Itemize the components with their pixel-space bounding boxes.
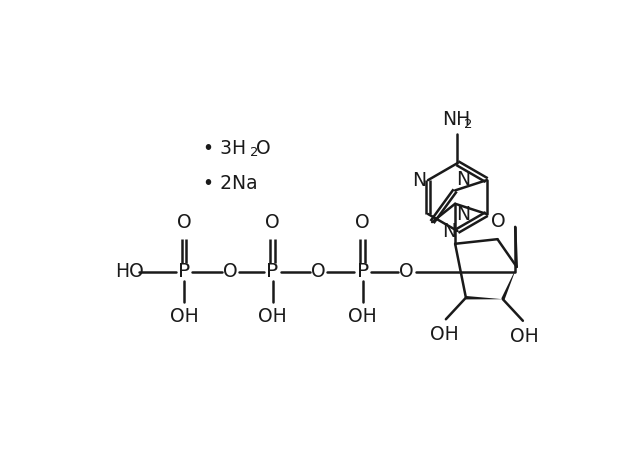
Text: N: N — [442, 222, 456, 241]
Text: O: O — [265, 213, 280, 232]
Polygon shape — [466, 296, 503, 300]
Text: O: O — [399, 262, 414, 281]
Text: O: O — [257, 139, 271, 158]
Text: O: O — [491, 212, 506, 232]
Text: HO: HO — [115, 262, 144, 281]
Text: N: N — [456, 205, 470, 224]
Text: OH: OH — [510, 327, 539, 346]
Text: OH: OH — [430, 325, 459, 344]
Text: P: P — [266, 262, 278, 281]
Text: P: P — [356, 262, 369, 281]
Text: OH: OH — [348, 307, 377, 326]
Text: OH: OH — [258, 307, 287, 326]
Text: O: O — [355, 213, 370, 232]
Text: 2: 2 — [464, 118, 472, 131]
Text: O: O — [177, 213, 191, 232]
Text: O: O — [223, 262, 237, 281]
Text: N: N — [456, 170, 470, 189]
Text: P: P — [178, 262, 190, 281]
Text: N: N — [412, 171, 426, 190]
Polygon shape — [501, 267, 516, 300]
Text: • 3H: • 3H — [204, 139, 246, 158]
Text: • 2Na: • 2Na — [204, 175, 258, 193]
Text: O: O — [312, 262, 326, 281]
Text: OH: OH — [170, 307, 198, 326]
Text: 2: 2 — [250, 146, 259, 159]
Text: NH: NH — [442, 110, 470, 129]
